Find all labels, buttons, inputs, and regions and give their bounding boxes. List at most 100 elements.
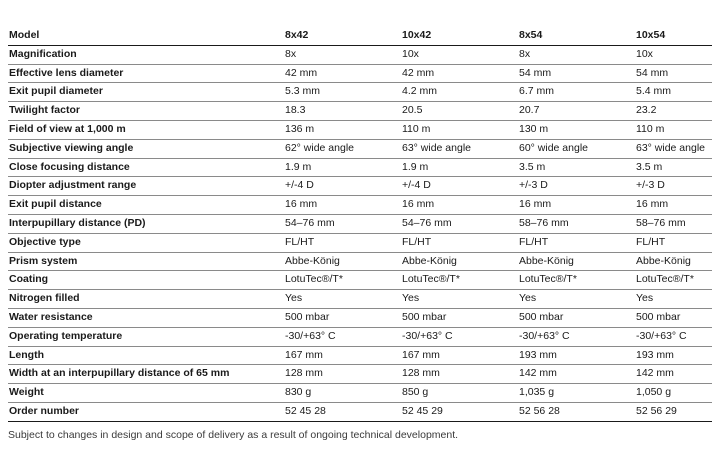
table-cell: 60° wide angle [518, 139, 635, 159]
table-cell: FL/HT [284, 233, 401, 253]
specifications-table: Model 8x42 10x42 8x54 10x54 Magnificatio… [8, 27, 712, 422]
table-cell: 20.5 [401, 101, 518, 121]
table-cell: 58–76 mm [518, 214, 635, 234]
table-cell: 62° wide angle [284, 139, 401, 159]
table-row: Interpupillary distance (PD) 54–76 mm 54–7… [8, 214, 712, 234]
table-cell: 16 mm [284, 195, 401, 215]
table-cell: 193 mm [635, 346, 712, 366]
table-cell: Yes [518, 289, 635, 309]
header-8x42: 8x42 [284, 27, 401, 46]
row-label: Twilight factor [8, 101, 284, 121]
table-row: Exit pupil distance 16 mm 16 mm 16 mm 16 mm [8, 195, 712, 215]
row-label: Effective lens diameter [8, 64, 284, 84]
table-cell: 18.3 [284, 101, 401, 121]
table-row: Exit pupil diameter 5.3 mm 4.2 mm 6.7 mm 5.4… [8, 82, 712, 103]
table-row: Twilight factor 18.3 20.5 20.7 23.2 [8, 101, 712, 121]
table-cell: 1.9 m [401, 158, 518, 178]
table-cell: 167 mm [401, 346, 518, 366]
table-cell: +/-3 D [635, 176, 712, 197]
table-cell: 193 mm [518, 346, 635, 366]
table-cell: 23.2 [635, 101, 712, 121]
footnote: Subject to changes in design and scope o… [8, 429, 459, 441]
table-cell: LotuTec®/T* [401, 270, 518, 291]
table-cell: 500 mbar [284, 308, 401, 328]
table-cell: 1,035 g [518, 383, 635, 403]
table-cell: 500 mbar [401, 308, 518, 328]
table-cell: 128 mm [284, 364, 401, 385]
header-model: Model [8, 27, 284, 46]
table-cell: 52 45 29 [401, 402, 518, 422]
table-cell: 42 mm [401, 64, 518, 84]
row-label: Magnification [8, 45, 284, 65]
row-label: Operating temperature [8, 327, 284, 347]
table-cell: +/-4 D [401, 176, 518, 197]
table-cell: +/-3 D [518, 176, 635, 197]
table-cell: 63° wide angle [635, 139, 712, 159]
table-row: Water resistance 500 mbar 500 mbar 500 mbar… [8, 308, 712, 328]
row-label: Weight [8, 383, 284, 403]
table-cell: -30/+63° C [401, 327, 518, 347]
table-cell: 16 mm [635, 195, 712, 215]
table-cell: 500 mbar [518, 308, 635, 328]
table-cell: 52 56 29 [635, 402, 712, 422]
table-cell: 54 mm [635, 64, 712, 84]
table-row: Effective lens diameter 42 mm 42 mm 54 mm 54… [8, 64, 712, 84]
table-row: Weight 830 g 850 g 1,035 g 1,050 g [8, 383, 712, 403]
table-cell: 8x [284, 45, 401, 65]
table-cell: 20.7 [518, 101, 635, 121]
table-cell: Abbe-König [284, 252, 401, 272]
table-cell: 10x [635, 45, 712, 65]
table-cell: 5.3 mm [284, 82, 401, 103]
table-cell: 142 mm [518, 364, 635, 385]
table-cell: 830 g [284, 383, 401, 403]
row-label: Field of view at 1,000 m [8, 120, 284, 140]
table-row: Close focusing distance 1.9 m 1.9 m 3.5 m 3.… [8, 158, 712, 178]
table-cell: 8x [518, 45, 635, 65]
row-label: Nitrogen filled [8, 289, 284, 309]
table-cell: -30/+63° C [518, 327, 635, 347]
row-label: Prism system [8, 252, 284, 272]
row-label: Water resistance [8, 308, 284, 328]
header-10x54: 10x54 [635, 27, 712, 46]
row-label: Coating [8, 270, 284, 291]
table-row: Order number 52 45 28 52 45 29 52 56 28 52 5… [8, 402, 712, 422]
header-10x42: 10x42 [401, 27, 518, 46]
table-cell: 110 m [635, 120, 712, 140]
table-cell: 4.2 mm [401, 82, 518, 103]
header-8x54: 8x54 [518, 27, 635, 46]
table-cell: Abbe-König [635, 252, 712, 272]
row-label: Exit pupil diameter [8, 82, 284, 103]
table-row: Coating LotuTec®/T* LotuTec®/T* LotuTec®/T*… [8, 270, 712, 291]
row-label: Exit pupil distance [8, 195, 284, 215]
table-cell: Yes [635, 289, 712, 309]
table-cell: -30/+63° C [635, 327, 712, 347]
table-cell: 500 mbar [635, 308, 712, 328]
table-cell: 54–76 mm [284, 214, 401, 234]
table-cell: -30/+63° C [284, 327, 401, 347]
table-cell: Yes [284, 289, 401, 309]
table-cell: 16 mm [401, 195, 518, 215]
table-cell: 5.4 mm [635, 82, 712, 103]
table-cell: FL/HT [401, 233, 518, 253]
table-cell: FL/HT [635, 233, 712, 253]
table-cell: LotuTec®/T* [635, 270, 712, 291]
table-cell: LotuTec®/T* [518, 270, 635, 291]
table-body: Magnification 8x 10x 8x 10x Effective lens di… [8, 45, 712, 422]
table-cell: 136 m [284, 120, 401, 140]
table-row: Nitrogen filled Yes Yes Yes Yes [8, 289, 712, 309]
table-row: Length 167 mm 167 mm 193 mm 193 mm [8, 346, 712, 366]
table-cell: 63° wide angle [401, 139, 518, 159]
table-cell: FL/HT [518, 233, 635, 253]
table-cell: 3.5 m [635, 158, 712, 178]
row-label: Objective type [8, 233, 284, 253]
table-cell: 3.5 m [518, 158, 635, 178]
table-cell: 110 m [401, 120, 518, 140]
table-header-row: Model 8x42 10x42 8x54 10x54 [8, 27, 712, 46]
table-cell: 6.7 mm [518, 82, 635, 103]
table-cell: 52 56 28 [518, 402, 635, 422]
table-cell: 142 mm [635, 364, 712, 385]
table-cell: 54–76 mm [401, 214, 518, 234]
table-cell: 54 mm [518, 64, 635, 84]
table-cell: 58–76 mm [635, 214, 712, 234]
